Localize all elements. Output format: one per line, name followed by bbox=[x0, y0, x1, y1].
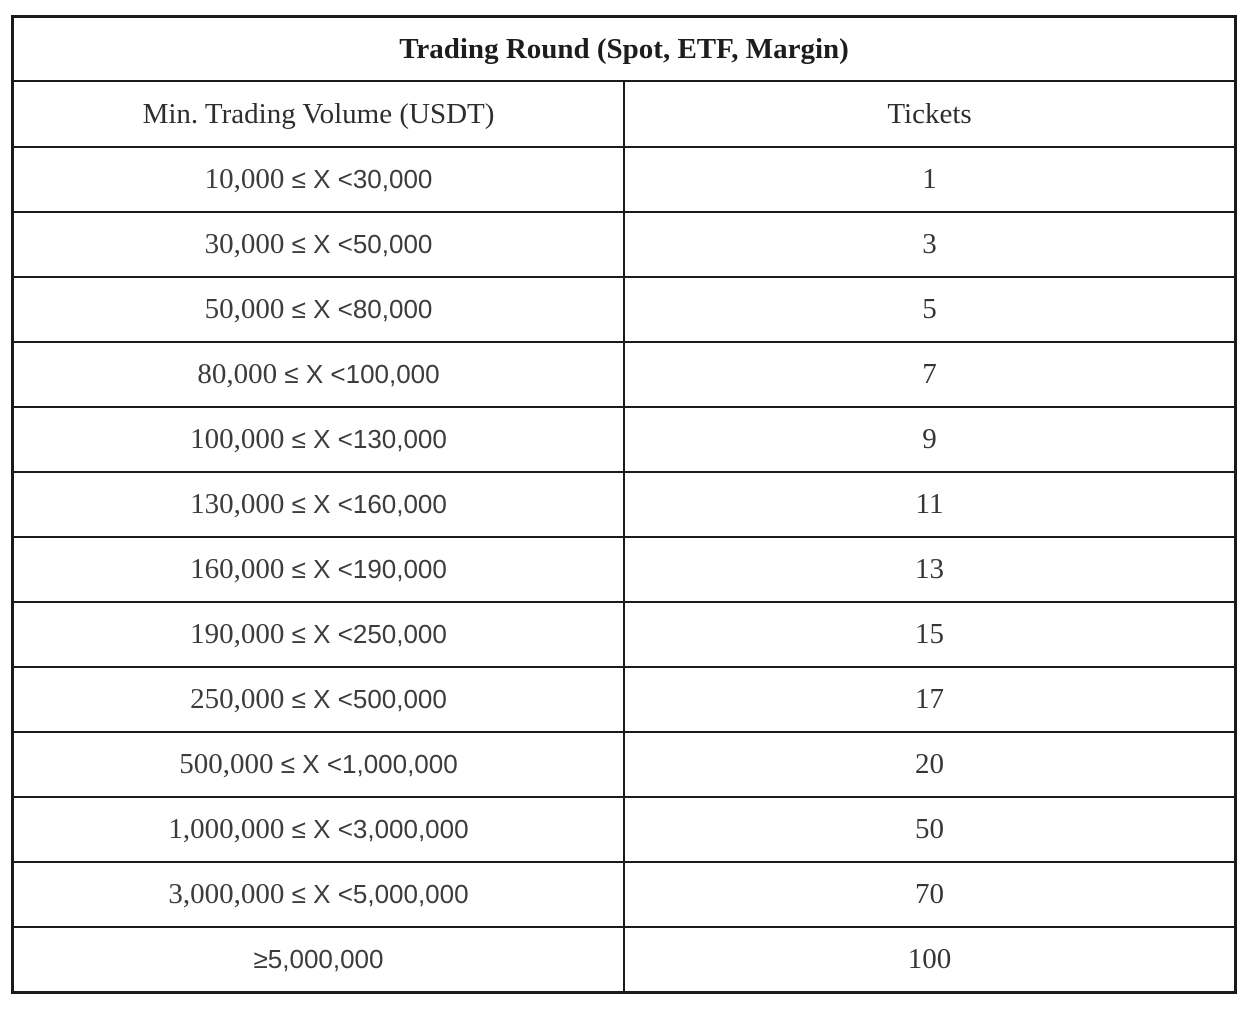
table-row: 250,000 ≤ X <500,000 17 bbox=[11, 666, 1237, 733]
volume-cell: 190,000 ≤ X <250,000 bbox=[11, 601, 625, 668]
tickets-cell: 15 bbox=[623, 601, 1237, 668]
volume-range-condition: ≤ X <100,000 bbox=[277, 359, 440, 389]
table-row: 100,000 ≤ X <130,000 9 bbox=[11, 406, 1237, 473]
tickets-cell: 100 bbox=[623, 926, 1237, 994]
volume-cell: ≥5,000,000 bbox=[11, 926, 625, 994]
table-row: 190,000 ≤ X <250,000 15 bbox=[11, 601, 1237, 668]
table-row: 50,000 ≤ X <80,000 5 bbox=[11, 276, 1237, 343]
volume-cell: 10,000 ≤ X <30,000 bbox=[11, 146, 625, 213]
column-header-tickets: Tickets bbox=[623, 80, 1237, 148]
volume-cell: 100,000 ≤ X <130,000 bbox=[11, 406, 625, 473]
table-row: 1,000,000 ≤ X <3,000,000 50 bbox=[11, 796, 1237, 863]
tickets-cell: 17 bbox=[623, 666, 1237, 733]
volume-cell: 30,000 ≤ X <50,000 bbox=[11, 211, 625, 278]
table-row: 500,000 ≤ X <1,000,000 20 bbox=[11, 731, 1237, 798]
volume-lower-bound: 100,000 bbox=[190, 423, 285, 455]
volume-lower-bound: 10,000 bbox=[204, 163, 285, 195]
volume-cell: 1,000,000 ≤ X <3,000,000 bbox=[11, 796, 625, 863]
table-row: 30,000 ≤ X <50,000 3 bbox=[11, 211, 1237, 278]
volume-range-condition: ≤ X <190,000 bbox=[284, 554, 447, 584]
table-row: ≥5,000,000 100 bbox=[11, 926, 1237, 994]
table-row: 3,000,000 ≤ X <5,000,000 70 bbox=[11, 861, 1237, 928]
tickets-cell: 1 bbox=[623, 146, 1237, 213]
volume-lower-bound: 50,000 bbox=[204, 293, 285, 325]
volume-cell: 3,000,000 ≤ X <5,000,000 bbox=[11, 861, 625, 928]
volume-cell: 80,000 ≤ X <100,000 bbox=[11, 341, 625, 408]
column-header-volume: Min. Trading Volume (USDT) bbox=[11, 80, 625, 148]
tickets-cell: 9 bbox=[623, 406, 1237, 473]
volume-range-condition: ≤ X <30,000 bbox=[284, 164, 433, 194]
tickets-cell: 50 bbox=[623, 796, 1237, 863]
table-row: 80,000 ≤ X <100,000 7 bbox=[11, 341, 1237, 408]
tickets-cell: 70 bbox=[623, 861, 1237, 928]
volume-lower-bound: 250,000 bbox=[190, 683, 285, 715]
tickets-cell: 5 bbox=[623, 276, 1237, 343]
volume-cell: 50,000 ≤ X <80,000 bbox=[11, 276, 625, 343]
table-body: 10,000 ≤ X <30,000 1 30,000 ≤ X <50,000 3 50… bbox=[11, 146, 1237, 994]
volume-lower-bound: 30,000 bbox=[204, 228, 285, 260]
volume-lower-bound: 500,000 bbox=[179, 748, 274, 780]
volume-range-condition: ≤ X <250,000 bbox=[284, 619, 447, 649]
volume-range-condition: ≤ X <500,000 bbox=[284, 684, 447, 714]
table-row: 130,000 ≤ X <160,000 11 bbox=[11, 471, 1237, 538]
volume-range-condition: ≤ X <80,000 bbox=[284, 294, 433, 324]
table-title: Trading Round (Spot, ETF, Margin) bbox=[11, 15, 1237, 82]
table-row: 160,000 ≤ X <190,000 13 bbox=[11, 536, 1237, 603]
tickets-cell: 20 bbox=[623, 731, 1237, 798]
table-row: 10,000 ≤ X <30,000 1 bbox=[11, 146, 1237, 213]
volume-lower-bound: 80,000 bbox=[197, 358, 278, 390]
tickets-cell: 3 bbox=[623, 211, 1237, 278]
table-header-row: Min. Trading Volume (USDT) Tickets bbox=[11, 80, 1237, 148]
table-title-row: Trading Round (Spot, ETF, Margin) bbox=[11, 15, 1237, 82]
volume-lower-bound: 190,000 bbox=[190, 618, 285, 650]
volume-lower-bound: 160,000 bbox=[190, 553, 285, 585]
volume-range-condition: ≤ X <160,000 bbox=[284, 489, 447, 519]
volume-range-condition: ≥5,000,000 bbox=[253, 944, 384, 974]
volume-lower-bound: 3,000,000 bbox=[168, 878, 285, 910]
volume-range-condition: ≤ X <3,000,000 bbox=[284, 814, 469, 844]
volume-cell: 130,000 ≤ X <160,000 bbox=[11, 471, 625, 538]
trading-round-table: Trading Round (Spot, ETF, Margin) Min. T… bbox=[11, 15, 1237, 994]
volume-range-condition: ≤ X <1,000,000 bbox=[273, 749, 458, 779]
volume-lower-bound: 130,000 bbox=[190, 488, 285, 520]
tickets-cell: 13 bbox=[623, 536, 1237, 603]
volume-lower-bound: 1,000,000 bbox=[168, 813, 285, 845]
volume-range-condition: ≤ X <130,000 bbox=[284, 424, 447, 454]
volume-range-condition: ≤ X <5,000,000 bbox=[284, 879, 469, 909]
volume-cell: 250,000 ≤ X <500,000 bbox=[11, 666, 625, 733]
volume-cell: 500,000 ≤ X <1,000,000 bbox=[11, 731, 625, 798]
volume-cell: 160,000 ≤ X <190,000 bbox=[11, 536, 625, 603]
tickets-cell: 11 bbox=[623, 471, 1237, 538]
tickets-cell: 7 bbox=[623, 341, 1237, 408]
volume-range-condition: ≤ X <50,000 bbox=[284, 229, 433, 259]
